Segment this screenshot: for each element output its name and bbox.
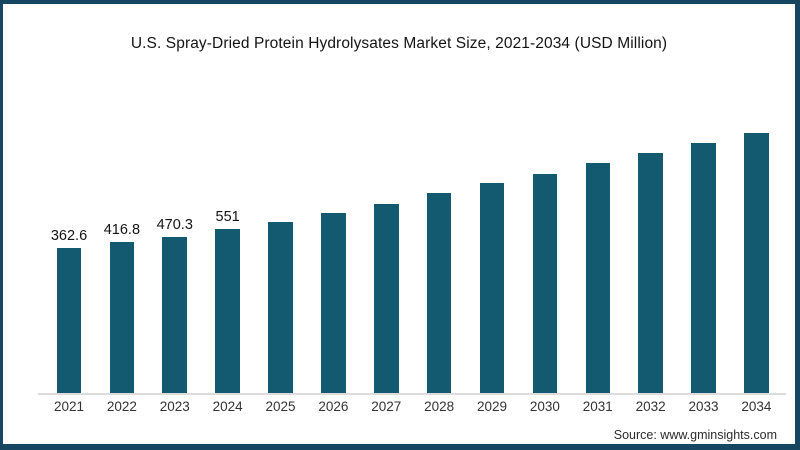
bar-2033 bbox=[691, 142, 716, 393]
x-tick-label-2021: 2021 bbox=[53, 399, 85, 414]
bar-2023 bbox=[162, 237, 188, 393]
x-tick-label-2032: 2032 bbox=[635, 399, 666, 414]
x-tick-label-2023: 2023 bbox=[159, 399, 190, 414]
x-tick-label-2030: 2030 bbox=[529, 399, 560, 414]
x-tick-label-2033: 2033 bbox=[688, 399, 719, 414]
x-tick-label-2029: 2029 bbox=[477, 399, 508, 414]
x-tick-label-2024: 2024 bbox=[212, 399, 243, 414]
x-axis-line bbox=[38, 393, 786, 395]
x-tick-label-2028: 2028 bbox=[424, 399, 455, 414]
bar-2029 bbox=[479, 183, 505, 393]
x-tick-label-2026: 2026 bbox=[318, 399, 349, 414]
bar-chart-plot: U.S. Spray-Dried Protein Hydrolysates Ma… bbox=[3, 4, 795, 444]
bar-value-label-2023: 470.3 bbox=[156, 217, 193, 234]
x-tick-label-2027: 2027 bbox=[371, 399, 402, 414]
bar-2022 bbox=[109, 242, 135, 393]
bar-value-label-2022: 416.8 bbox=[103, 222, 141, 239]
bar-2030 bbox=[532, 174, 558, 393]
x-tick-label-2025: 2025 bbox=[265, 399, 296, 414]
x-tick-label-2031: 2031 bbox=[582, 399, 613, 414]
bar-2024 bbox=[215, 229, 240, 393]
bar-2034 bbox=[744, 133, 769, 393]
bar-2032 bbox=[638, 153, 663, 393]
bar-2026 bbox=[321, 213, 346, 393]
bar-2025 bbox=[268, 222, 293, 393]
bar-2028 bbox=[426, 193, 452, 393]
source-attribution: Source: www.gminsights.com bbox=[613, 428, 777, 442]
bar-2021 bbox=[56, 247, 82, 393]
x-tick-label-2034: 2034 bbox=[741, 399, 772, 414]
bar-2027 bbox=[373, 203, 399, 393]
chart-title: U.S. Spray-Dried Protein Hydrolysates Ma… bbox=[130, 35, 668, 52]
bar-value-label-2021: 362.6 bbox=[50, 227, 88, 244]
bar-2031 bbox=[585, 163, 611, 393]
bar-value-label-2024: 551 bbox=[215, 209, 240, 226]
x-tick-label-2022: 2022 bbox=[106, 399, 137, 414]
